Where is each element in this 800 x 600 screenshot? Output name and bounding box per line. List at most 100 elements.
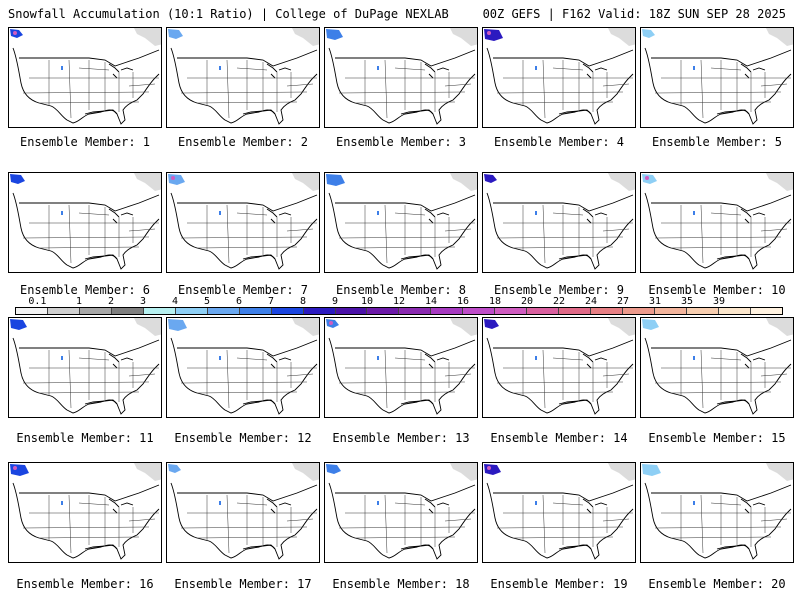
ensemble-member-map bbox=[8, 172, 162, 273]
colorbar-tick-label: 35 bbox=[680, 296, 694, 307]
pnw-snowfall-area bbox=[10, 174, 25, 184]
ensemble-member-label: Ensemble Member: 9 bbox=[493, 283, 625, 297]
pnw-snowfall-area bbox=[168, 174, 185, 185]
map-border bbox=[177, 339, 318, 357]
map-border bbox=[335, 194, 476, 212]
colorbar-swatch bbox=[399, 308, 432, 314]
ensemble-member-label: Ensemble Member: 20 bbox=[648, 577, 786, 591]
map-states bbox=[496, 494, 633, 554]
colorbar-swatch bbox=[559, 308, 592, 314]
us-basemap bbox=[168, 28, 319, 125]
rockies-snowfall-spot bbox=[219, 356, 221, 360]
heavy-snow-spot bbox=[329, 321, 333, 325]
ensemble-member-map bbox=[166, 27, 320, 128]
map-border bbox=[19, 484, 160, 502]
canada-snow-shading bbox=[450, 318, 477, 336]
ensemble-member-map bbox=[324, 462, 478, 563]
us-basemap bbox=[326, 318, 477, 415]
ensemble-member-label: Ensemble Member: 17 bbox=[174, 577, 312, 591]
canada-snow-shading bbox=[292, 173, 319, 191]
map-gulf bbox=[558, 109, 592, 115]
ensemble-member-map bbox=[640, 172, 794, 273]
ensemble-member-map bbox=[482, 317, 636, 418]
colorbar-swatch bbox=[495, 308, 528, 314]
us-basemap bbox=[10, 173, 161, 270]
map-border bbox=[335, 49, 476, 67]
map-border bbox=[493, 194, 634, 212]
colorbar-swatch bbox=[335, 308, 368, 314]
map-states bbox=[654, 204, 791, 264]
map-gulf bbox=[558, 399, 592, 405]
map-border bbox=[335, 484, 476, 502]
map-border bbox=[335, 339, 476, 357]
colorbar-tick-label: 0.1 bbox=[28, 296, 47, 307]
rockies-snowfall-spot bbox=[61, 501, 63, 505]
us-basemap bbox=[10, 318, 161, 415]
pnw-snowfall-area bbox=[484, 464, 501, 475]
heavy-snow-spot bbox=[171, 176, 175, 180]
map-lakes bbox=[582, 63, 608, 79]
us-basemap bbox=[642, 28, 793, 125]
map-lakes bbox=[266, 208, 292, 224]
colorbar-swatch bbox=[527, 308, 560, 314]
map-lakes bbox=[266, 498, 292, 514]
ensemble-member-label: Ensemble Member: 7 bbox=[177, 283, 309, 297]
canada-snow-shading bbox=[608, 318, 635, 336]
map-states bbox=[338, 494, 475, 554]
map-lakes bbox=[424, 353, 450, 369]
canada-snow-shading bbox=[450, 28, 477, 46]
map-states bbox=[22, 349, 159, 409]
map-states bbox=[180, 494, 317, 554]
us-basemap bbox=[642, 318, 793, 415]
map-lakes bbox=[582, 353, 608, 369]
map-coast bbox=[328, 482, 476, 560]
rockies-snowfall-spot bbox=[693, 66, 695, 70]
ensemble-member-label: Ensemble Member: 12 bbox=[174, 431, 312, 445]
us-basemap bbox=[326, 463, 477, 560]
map-coast bbox=[12, 192, 160, 270]
ensemble-member-map bbox=[324, 317, 478, 418]
map-states bbox=[22, 204, 159, 264]
colorbar-tick-label: 10 bbox=[360, 296, 374, 307]
colorbar-swatch bbox=[143, 308, 176, 314]
canada-snow-shading bbox=[608, 28, 635, 46]
snowfall-colorbar bbox=[15, 307, 783, 315]
ensemble-member-map bbox=[640, 462, 794, 563]
rockies-snowfall-spot bbox=[219, 66, 221, 70]
colorbar-swatch bbox=[16, 308, 48, 314]
colorbar-tick-label: 39 bbox=[712, 296, 726, 307]
canada-snow-shading bbox=[766, 173, 793, 191]
map-states bbox=[338, 204, 475, 264]
rockies-snowfall-spot bbox=[219, 211, 221, 215]
map-lakes bbox=[740, 208, 766, 224]
map-states bbox=[654, 349, 791, 409]
ensemble-member-label: Ensemble Member: 10 bbox=[648, 283, 786, 297]
us-basemap bbox=[168, 463, 319, 560]
us-basemap bbox=[326, 28, 477, 125]
map-border bbox=[651, 49, 792, 67]
ensemble-member-label: Ensemble Member: 1 bbox=[19, 135, 151, 149]
colorbar-swatch bbox=[655, 308, 688, 314]
colorbar-swatch bbox=[431, 308, 464, 314]
us-basemap bbox=[642, 463, 793, 560]
colorbar-tick-label: 18 bbox=[488, 296, 502, 307]
map-border bbox=[493, 339, 634, 357]
colorbar-swatch bbox=[623, 308, 656, 314]
map-states bbox=[22, 59, 159, 119]
colorbar-swatch bbox=[271, 308, 304, 314]
pnw-snowfall-area bbox=[326, 174, 345, 186]
map-title: Snowfall Accumulation (10:1 Ratio) | Col… bbox=[8, 7, 449, 21]
colorbar-swatch bbox=[303, 308, 336, 314]
map-coast bbox=[328, 47, 476, 125]
map-border bbox=[19, 49, 160, 67]
ensemble-member-label: Ensemble Member: 18 bbox=[332, 577, 470, 591]
map-states bbox=[654, 494, 791, 554]
map-coast bbox=[170, 482, 318, 560]
map-gulf bbox=[558, 544, 592, 550]
colorbar-swatch bbox=[687, 308, 719, 314]
ensemble-member-label: Ensemble Member: 8 bbox=[335, 283, 467, 297]
map-coast bbox=[644, 337, 792, 415]
map-coast bbox=[12, 337, 160, 415]
colorbar-swatch bbox=[750, 308, 782, 314]
us-basemap bbox=[484, 173, 635, 270]
